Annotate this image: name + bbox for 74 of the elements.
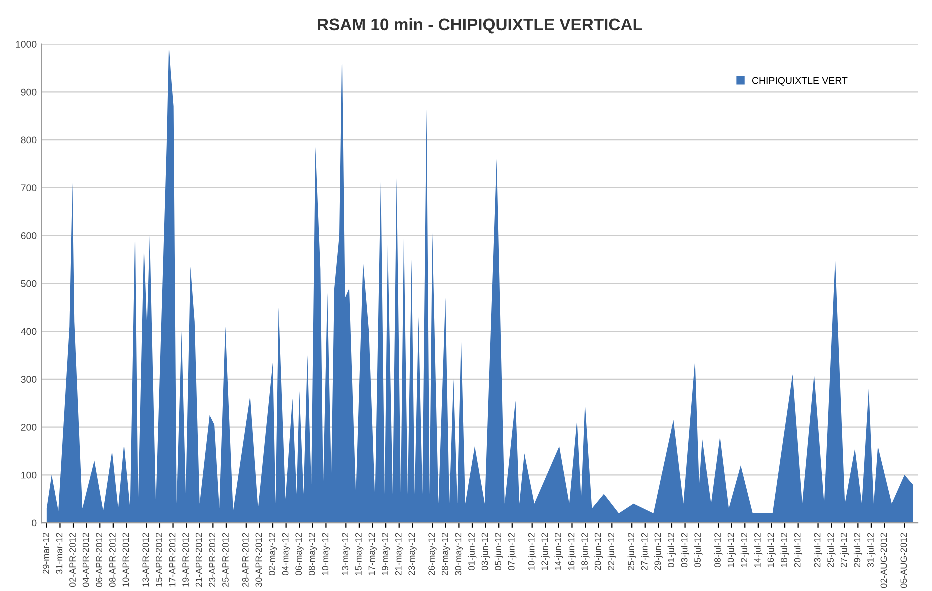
- x-tick-label: 10-jul-12: [728, 533, 736, 568]
- x-tick-label: 10-APR-2012: [122, 533, 130, 587]
- x-tick-label: 02-may-12: [269, 533, 278, 576]
- x-tick-label: 13-may-12: [342, 533, 350, 576]
- x-tick-label: 21-may-12: [395, 533, 404, 576]
- y-tick-label: 100: [22, 472, 37, 479]
- y-tick-label: 400: [21, 328, 37, 336]
- x-tick-label: 30-APR-2012: [256, 533, 262, 588]
- legend-label: CHIPIQUIXTLE VERT: [752, 77, 848, 86]
- x-tick-label: 13-APR-2012: [142, 533, 150, 587]
- x-tick-label: 20-jul-12: [794, 533, 803, 568]
- x-tick-label: 23-may-12: [408, 533, 417, 576]
- x-tick-label: 04-may-12: [282, 533, 291, 576]
- x-tick-label: 10-may-12: [322, 533, 330, 576]
- x-tick-label: 25-jul-12: [827, 533, 836, 568]
- x-tick-label: 16-jun-12: [568, 533, 576, 570]
- x-tick-label: 01-jul-12: [668, 533, 676, 568]
- x-tick-label: 19-APR-2012: [182, 533, 189, 587]
- x-tick-label: 19-may-12: [382, 533, 390, 576]
- y-tick-label: 900: [21, 88, 37, 96]
- x-tick-label: 02-AUG-2012: [880, 533, 888, 588]
- x-tick-label: 18-jun-12: [581, 533, 590, 570]
- y-tick-label: 300: [21, 376, 37, 384]
- x-tick-label: 26-may-12: [428, 533, 437, 576]
- x-tick-label: 10-jun-12: [528, 533, 537, 570]
- x-tick-label: 05-jun-12: [494, 533, 504, 571]
- x-tick-label: 21-APR-2012: [196, 533, 202, 587]
- x-tick-label: 05-jul-12: [694, 533, 703, 568]
- y-tick-label: 700: [21, 184, 37, 192]
- x-tick-label: 15-may-12: [355, 533, 364, 576]
- x-tick-label: 03-jun-12: [482, 533, 490, 571]
- y-tick-label: 800: [21, 136, 37, 144]
- x-tick-label: 18-jul-12: [780, 533, 790, 568]
- y-tick-label: 600: [21, 232, 37, 240]
- y-tick-label: 1000: [16, 41, 37, 48]
- x-tick-label: 14-jun-12: [554, 533, 564, 570]
- x-tick-label: 01-jun-12: [468, 533, 477, 571]
- x-tick-label: 08-jul-12: [714, 533, 723, 568]
- x-tick-label: 17-APR-2012: [169, 533, 176, 587]
- x-tick-label: 08-may-12: [308, 533, 318, 576]
- x-tick-label: 05-AUG-2012: [900, 533, 908, 588]
- y-tick-label: 500: [21, 280, 37, 288]
- x-tick-label: 22-jun-12: [608, 533, 616, 570]
- x-tick-label: 28-may-12: [442, 533, 450, 576]
- x-tick-label: 02-APR-2012: [70, 533, 76, 588]
- x-tick-label: 31-jul-12: [867, 533, 876, 568]
- y-tick-label: 200: [21, 424, 37, 431]
- x-tick-label: 14-jul-12: [754, 533, 763, 568]
- x-tick-label: 07-jun-12: [508, 533, 517, 571]
- x-tick-label: 04-APR-2012: [82, 533, 90, 588]
- y-tick-label: 0: [32, 520, 37, 527]
- x-tick-label: 27-jun-12: [641, 533, 650, 570]
- x-tick-label: 28-APR-2012: [242, 533, 249, 587]
- x-tick-label: 27-jul-12: [840, 533, 850, 568]
- x-tick-label: 25-APR-2012: [222, 533, 229, 587]
- x-tick-label: 25-jun-12: [628, 533, 636, 570]
- x-tick-label: 29-mar-12: [42, 533, 50, 574]
- x-tick-label: 03-jul-12: [681, 533, 690, 568]
- x-tick-label: 31-mar-12: [56, 533, 63, 574]
- x-tick-label: 08-APR-2012: [109, 533, 116, 588]
- x-tick-label: 12-jul-12: [740, 533, 750, 568]
- x-tick-label: 20-jun-12: [594, 533, 604, 570]
- x-tick-label: 17-may-12: [368, 533, 377, 576]
- x-tick-label: 23-APR-2012: [209, 533, 216, 587]
- x-tick-label: 12-jun-12: [541, 533, 550, 570]
- x-tick-label: 30-may-12: [455, 533, 464, 576]
- x-tick-label: 23-jul-12: [814, 533, 822, 568]
- x-tick-label: 16-jul-12: [768, 533, 776, 568]
- x-tick-label: 29-jun-12: [654, 533, 663, 570]
- chart-title: RSAM 10 min - CHIPIQUIXTLE VERTICAL: [318, 18, 642, 34]
- x-tick-label: 15-APR-2012: [156, 533, 162, 587]
- x-tick-label: 06-APR-2012: [96, 533, 103, 588]
- x-tick-label: 29-jul-12: [854, 533, 862, 568]
- x-tick-label: 06-may-12: [296, 533, 304, 576]
